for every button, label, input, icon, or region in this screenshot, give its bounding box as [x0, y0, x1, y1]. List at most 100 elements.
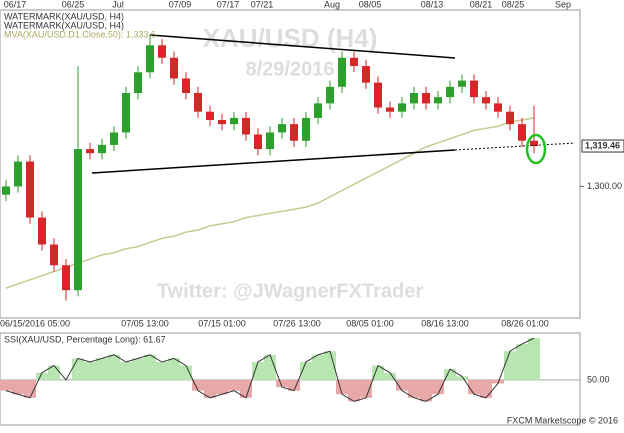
candle-body [14, 161, 22, 187]
price-box [581, 139, 624, 153]
ssi-bar [252, 361, 264, 380]
ssi-bar [72, 358, 84, 380]
candle-body [470, 80, 478, 98]
ssi-bar [504, 351, 516, 380]
ssi-bar [348, 379, 360, 402]
top-date-label: Aug [324, 0, 340, 9]
top-date-label: 07/09 [169, 0, 192, 9]
ssi-bar [24, 379, 36, 398]
ssi-bar [36, 372, 48, 380]
candle-body [74, 149, 82, 291]
footer: FXCM Marketscope © 2016 [507, 415, 618, 425]
candle-body [386, 107, 394, 112]
candle-body [302, 117, 310, 141]
top-date-label: 08/25 [502, 0, 525, 9]
candle-body [206, 111, 214, 120]
candle-body [266, 132, 274, 150]
candle-body [230, 117, 238, 125]
ssi-bar [144, 354, 156, 380]
x-tick-label: 08/05 01:00 [346, 318, 394, 328]
ssi-bar [384, 372, 396, 380]
candle-body [158, 45, 166, 58]
ssi-bar [264, 354, 276, 380]
watermark-date: 8/29/2016 [246, 58, 335, 80]
candle-body [146, 45, 154, 73]
x-tick-label: 08/16 13:00 [421, 318, 469, 328]
candle-body [314, 103, 322, 118]
top-date-label: 06/25 [62, 0, 85, 9]
x-tick-label: 06/15/2016 05:00 [0, 318, 70, 328]
ssi-bar [228, 379, 240, 391]
top-date-label: 08/21 [470, 0, 493, 9]
ssi-title: SSI(XAU/USD, Percentage Long): 61.67 [4, 334, 166, 344]
top-date-label: 06/17 [4, 0, 27, 9]
candle-body [170, 57, 178, 79]
candle-body [530, 140, 538, 147]
ssi-bar [456, 376, 468, 380]
ssi-bar [360, 379, 372, 398]
ssi-bar [0, 379, 12, 391]
candle-body [242, 117, 250, 135]
candle-body [134, 72, 142, 94]
candle-body [62, 265, 70, 291]
x-tick-label: 08/26 01:00 [501, 318, 549, 328]
ssi-bar [432, 379, 444, 395]
ssi-bar [84, 361, 96, 380]
legend: WATERMARK(XAU/USD, H4) [4, 20, 124, 30]
candle-body [458, 80, 466, 87]
ssi-bar [528, 338, 540, 380]
top-date-label: 07/21 [251, 0, 274, 9]
candle-body [2, 186, 10, 195]
candle-body [362, 66, 370, 83]
candle-body [434, 97, 442, 104]
candle-body [506, 111, 514, 125]
top-date-label: 07/17 [217, 0, 240, 9]
ssi-bar [396, 379, 408, 391]
candle-body [374, 82, 382, 108]
top-date-label: 08/13 [421, 0, 444, 9]
y-tick-label: 1,300.00 [587, 181, 622, 191]
candle-body [494, 103, 502, 112]
candle-body [338, 57, 346, 87]
ssi-bar [156, 361, 168, 380]
watermark: XAU/USD (H4) [203, 23, 378, 53]
candle-body [278, 124, 286, 133]
candle-body [38, 217, 46, 245]
mva-line [5, 117, 535, 289]
ssi-bar [216, 379, 228, 395]
ssi-bar [132, 358, 144, 380]
ssi-bar [108, 354, 120, 380]
candle-body [410, 93, 418, 104]
x-tick-label: 07/26 13:00 [273, 318, 321, 328]
trendline [91, 149, 456, 174]
ssi-line [5, 337, 535, 402]
ssi-bar [192, 379, 204, 391]
ssi-bar [120, 361, 132, 380]
candle-body [122, 93, 130, 133]
price-label: 1,319.46 [585, 140, 620, 150]
ssi-bar [336, 379, 348, 395]
candle-body [26, 161, 34, 218]
highlight [525, 133, 547, 165]
candle-body [194, 93, 202, 112]
x-tick-label: 07/05 13:00 [121, 318, 169, 328]
candle-body [518, 124, 526, 141]
ssi-bar [180, 365, 192, 380]
ssi-bar [240, 379, 252, 398]
ssi-bar [480, 379, 492, 398]
ssi-bar [96, 358, 108, 380]
ssi-bar [276, 379, 288, 388]
candle-body [218, 120, 226, 125]
candle-body [254, 134, 262, 150]
candle-body [446, 86, 454, 98]
candle-body [482, 97, 490, 104]
candle-body [398, 103, 406, 112]
ssi-bar [408, 379, 420, 398]
ssi-bar [12, 379, 24, 395]
ssi-bar [168, 358, 180, 380]
candle-body [290, 124, 298, 141]
trendline [149, 34, 456, 59]
candle-body [110, 132, 118, 145]
watermark-twitter: Twitter: @JWagnerFXTrader [157, 280, 423, 302]
